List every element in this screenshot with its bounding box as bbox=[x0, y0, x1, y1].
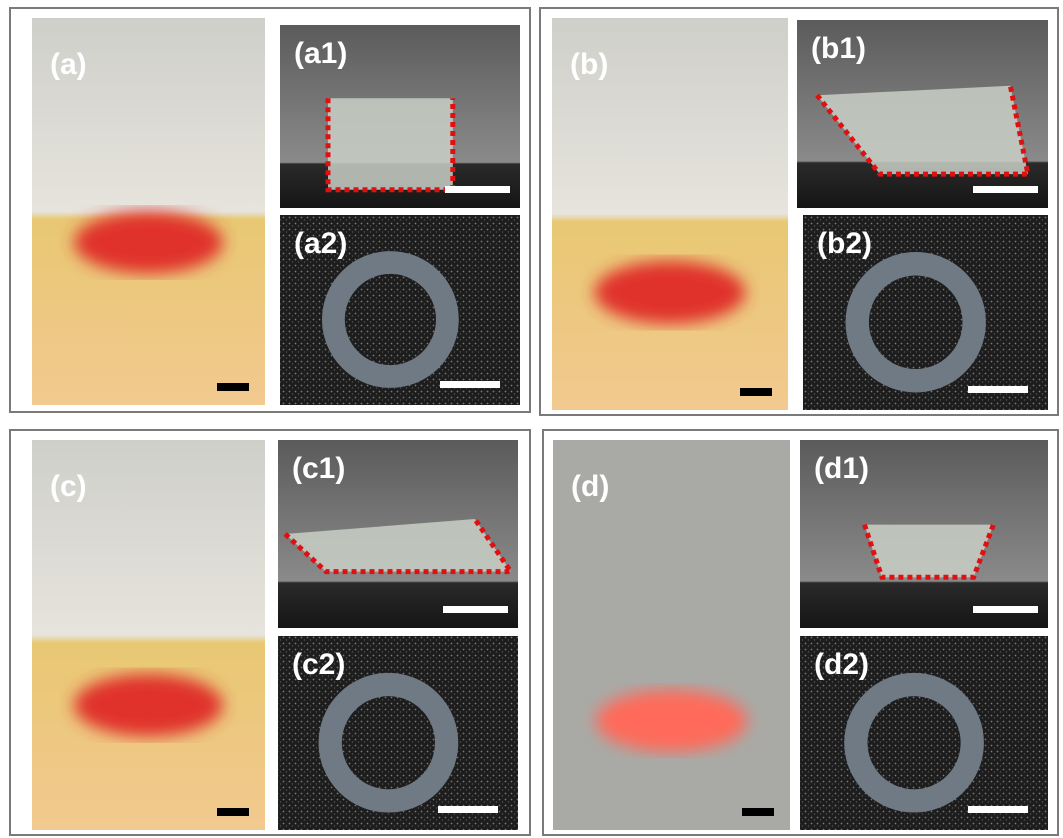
scale-bar bbox=[217, 383, 249, 391]
subpanel-label: (c1) bbox=[292, 452, 345, 485]
dye-region bbox=[74, 212, 223, 274]
scale-bar bbox=[973, 606, 1038, 613]
scale-bar bbox=[968, 806, 1028, 813]
scale-bar bbox=[217, 808, 249, 816]
subpanel-label: (b2) bbox=[817, 227, 872, 260]
subpanel-label: (d1) bbox=[814, 452, 869, 485]
scale-bar bbox=[968, 386, 1028, 393]
sample bbox=[328, 98, 453, 190]
dye-region bbox=[74, 674, 223, 736]
panel-label: (c) bbox=[50, 470, 87, 503]
figure: (a) (a1) (a2) (b) (b1) (b2) (c) (c1) (c2) (d) (d1)… bbox=[0, 0, 1063, 838]
dye-region bbox=[596, 690, 748, 752]
panel-label: (d) bbox=[571, 470, 609, 503]
scale-bar bbox=[973, 186, 1038, 193]
subpanel-label: (c2) bbox=[292, 648, 345, 681]
dye-region bbox=[594, 261, 745, 324]
scale-bar bbox=[443, 606, 508, 613]
subpanel-label: (a1) bbox=[294, 37, 347, 70]
scale-bar bbox=[445, 186, 510, 193]
panel-label: (b) bbox=[570, 48, 608, 81]
subpanel-label: (b1) bbox=[811, 32, 866, 65]
scale-bar bbox=[742, 808, 774, 816]
scale-bar bbox=[438, 806, 498, 813]
subpanel-label: (d2) bbox=[814, 648, 869, 681]
panel-label: (a) bbox=[50, 48, 87, 81]
subpanel-label: (a2) bbox=[294, 227, 347, 260]
scale-bar bbox=[440, 381, 500, 388]
scale-bar bbox=[740, 388, 772, 396]
